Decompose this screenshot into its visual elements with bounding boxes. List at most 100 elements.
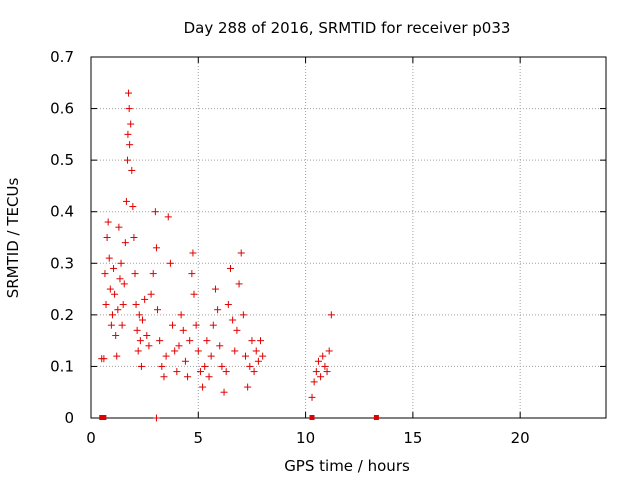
data-point xyxy=(101,270,109,278)
data-point xyxy=(188,270,196,278)
data-point xyxy=(214,306,222,314)
data-point xyxy=(111,290,119,298)
data-point xyxy=(319,352,327,360)
data-point xyxy=(115,223,123,231)
data-point xyxy=(207,352,215,360)
data-point xyxy=(314,357,322,365)
data-point xyxy=(325,347,333,355)
data-point xyxy=(317,373,325,381)
data-point xyxy=(308,393,316,401)
data-point xyxy=(252,347,260,355)
data-point xyxy=(128,166,136,174)
data-point xyxy=(248,337,256,345)
data-point xyxy=(216,342,224,350)
data-point xyxy=(106,285,114,293)
zero-marker xyxy=(373,415,379,420)
data-point xyxy=(196,368,204,376)
data-point xyxy=(129,203,137,211)
data-point xyxy=(235,280,243,288)
tick-labels: 0 5 10 15 20 0 0.1 0.2 0.3 0.4 0.5 0.6 0.7 xyxy=(50,48,530,447)
data-point xyxy=(100,355,108,363)
data-point xyxy=(220,388,228,396)
data-point xyxy=(323,368,331,376)
y-tick-label: 0.3 xyxy=(50,254,74,272)
data-point xyxy=(139,316,146,324)
data-point xyxy=(175,342,183,350)
data-point xyxy=(229,316,237,324)
data-point xyxy=(104,218,112,226)
data-point xyxy=(117,259,125,267)
x-tick-label: 20 xyxy=(511,429,530,447)
data-point xyxy=(321,362,329,370)
data-point xyxy=(102,301,110,309)
y-tick-label: 0.5 xyxy=(50,151,74,169)
data-point xyxy=(179,326,187,334)
data-point xyxy=(131,270,139,278)
data-point xyxy=(224,301,232,309)
data-point xyxy=(199,383,207,391)
data-point xyxy=(107,321,115,329)
x-tick-label: 15 xyxy=(403,429,422,447)
data-point xyxy=(126,141,134,149)
data-point xyxy=(231,347,239,355)
y-tick-label: 0 xyxy=(64,409,74,427)
data-point xyxy=(162,352,170,360)
data-point xyxy=(218,362,226,370)
x-axis-label: GPS time / hours xyxy=(284,457,410,475)
data-point xyxy=(125,105,133,113)
data-point xyxy=(160,373,168,381)
data-point xyxy=(310,378,318,386)
plot-frame xyxy=(90,56,607,419)
data-point xyxy=(158,362,166,370)
data-point xyxy=(237,249,245,257)
zero-marker xyxy=(309,415,315,420)
data-point xyxy=(192,321,200,329)
data-point xyxy=(143,331,151,339)
data-point xyxy=(244,383,252,391)
data-point xyxy=(257,337,265,345)
data-point xyxy=(327,311,335,319)
data-point xyxy=(152,244,160,252)
data-point xyxy=(181,357,189,365)
data-point xyxy=(130,234,138,241)
data-point xyxy=(112,331,120,339)
data-point xyxy=(242,352,249,360)
data-point xyxy=(201,362,209,370)
chart-title: Day 288 of 2016, SRMTID for receiver p03… xyxy=(184,19,511,37)
data-point xyxy=(239,311,247,319)
data-point xyxy=(173,368,181,376)
axis-ticks xyxy=(90,56,606,419)
data-point xyxy=(147,290,155,298)
data-point xyxy=(105,254,113,262)
data-point xyxy=(103,234,111,241)
data-point xyxy=(154,306,162,314)
data-point xyxy=(203,337,211,345)
data-point xyxy=(246,362,254,370)
data-point xyxy=(164,213,172,221)
data-point xyxy=(118,321,126,329)
data-point xyxy=(135,311,143,319)
data-point xyxy=(149,270,157,278)
data-point xyxy=(156,337,164,345)
data-point xyxy=(189,249,197,257)
data-point xyxy=(254,357,262,365)
data-point xyxy=(190,290,198,298)
data-point xyxy=(171,347,179,355)
y-axis-label: SRMTID / TECUs xyxy=(4,178,22,299)
data-point xyxy=(119,301,127,309)
data-point xyxy=(124,130,132,138)
y-tick-label: 0.2 xyxy=(50,306,74,324)
data-point xyxy=(205,373,213,381)
data-point xyxy=(108,311,116,319)
data-point xyxy=(226,264,234,272)
data-point xyxy=(194,347,202,355)
zero-plus-marker xyxy=(152,414,160,422)
data-point xyxy=(211,285,219,293)
data-point xyxy=(113,352,121,360)
data-point xyxy=(110,264,118,272)
data-points xyxy=(98,89,379,422)
data-point xyxy=(233,326,241,334)
x-tick-label: 10 xyxy=(296,429,315,447)
zero-marker xyxy=(101,415,107,420)
data-point xyxy=(123,156,131,164)
